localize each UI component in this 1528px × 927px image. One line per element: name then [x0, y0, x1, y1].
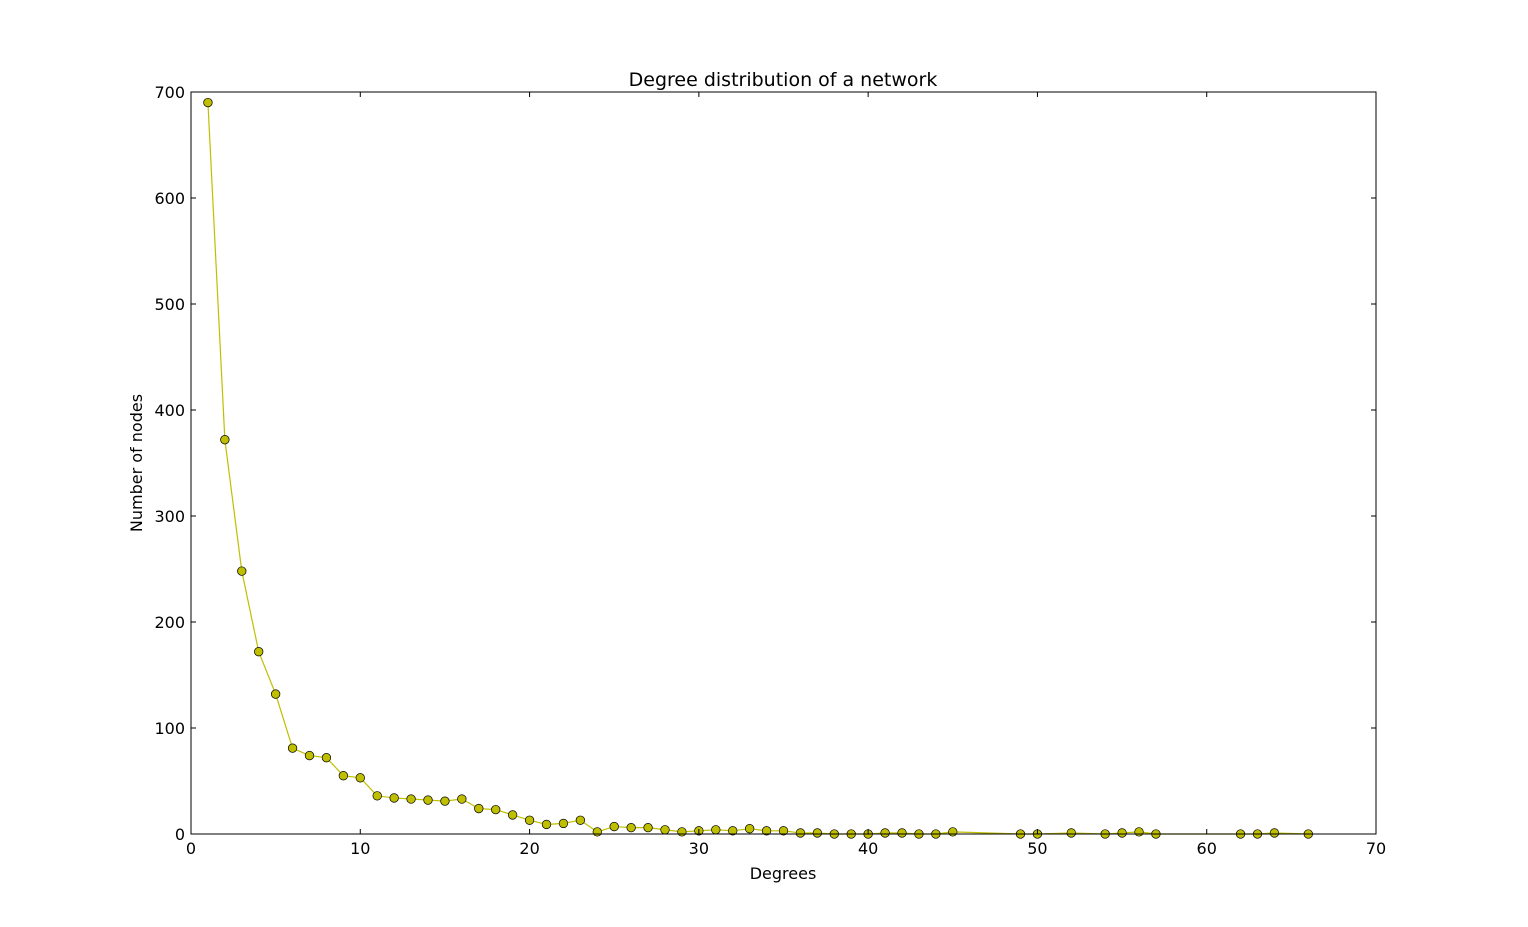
data-point	[558, 818, 569, 829]
data-point	[457, 794, 467, 804]
y-axis-label: Number of nodes	[127, 394, 146, 532]
data-point	[203, 97, 213, 108]
data-point	[440, 796, 450, 806]
data-point	[220, 435, 230, 445]
data-point	[728, 826, 738, 836]
data-point	[524, 815, 535, 825]
x-tick-label: 50	[1027, 839, 1047, 858]
x-tick-label: 0	[186, 839, 196, 858]
x-tick-label: 30	[689, 839, 709, 858]
data-point	[677, 827, 687, 837]
data-point	[237, 566, 247, 576]
data-point	[812, 828, 823, 838]
x-tick-label: 70	[1366, 839, 1386, 858]
data-point	[626, 822, 636, 833]
data-point	[1066, 828, 1076, 838]
data-point	[389, 793, 399, 803]
data-point	[795, 828, 806, 838]
y-tick-label: 0	[175, 825, 185, 844]
data-point	[778, 826, 789, 836]
data-point	[507, 810, 518, 820]
data-point	[270, 689, 281, 699]
data-point	[744, 824, 755, 834]
y-tick-label: 100	[154, 719, 185, 738]
data-point	[541, 819, 552, 830]
data-point	[287, 743, 298, 753]
data-point	[575, 815, 586, 825]
data-point	[423, 795, 433, 805]
data-point	[1134, 827, 1144, 837]
data-point	[948, 827, 958, 837]
data-point	[592, 827, 602, 837]
data-point	[338, 771, 349, 781]
x-tick-label: 60	[1197, 839, 1217, 858]
x-tick-label: 20	[519, 839, 539, 858]
data-point	[406, 794, 416, 804]
data-point	[660, 825, 670, 835]
data-point	[761, 826, 772, 836]
y-tick-label: 500	[154, 295, 185, 314]
data-point	[372, 791, 382, 801]
y-tick-label: 400	[154, 401, 185, 420]
data-point	[1269, 828, 1280, 838]
x-axis-label: Degrees	[750, 864, 817, 883]
data-point	[474, 803, 484, 814]
data-point	[304, 750, 315, 761]
data-point	[897, 828, 907, 838]
x-tick-label: 40	[858, 839, 878, 858]
data-point	[254, 647, 264, 657]
y-tick-label: 200	[154, 613, 185, 632]
data-point	[1117, 828, 1127, 838]
y-tick-label: 600	[154, 189, 185, 208]
data-point	[321, 753, 332, 763]
chart-title: Degree distribution of a network	[629, 69, 938, 91]
data-point	[355, 773, 365, 783]
data-point	[711, 825, 721, 835]
y-tick-label: 700	[154, 83, 185, 102]
data-point	[643, 822, 653, 833]
plot-frame	[190, 91, 1377, 835]
data-point	[880, 828, 890, 838]
y-tick-label: 300	[154, 507, 185, 526]
x-tick-label: 10	[350, 839, 370, 858]
data-point	[609, 821, 619, 832]
data-point	[491, 804, 501, 815]
